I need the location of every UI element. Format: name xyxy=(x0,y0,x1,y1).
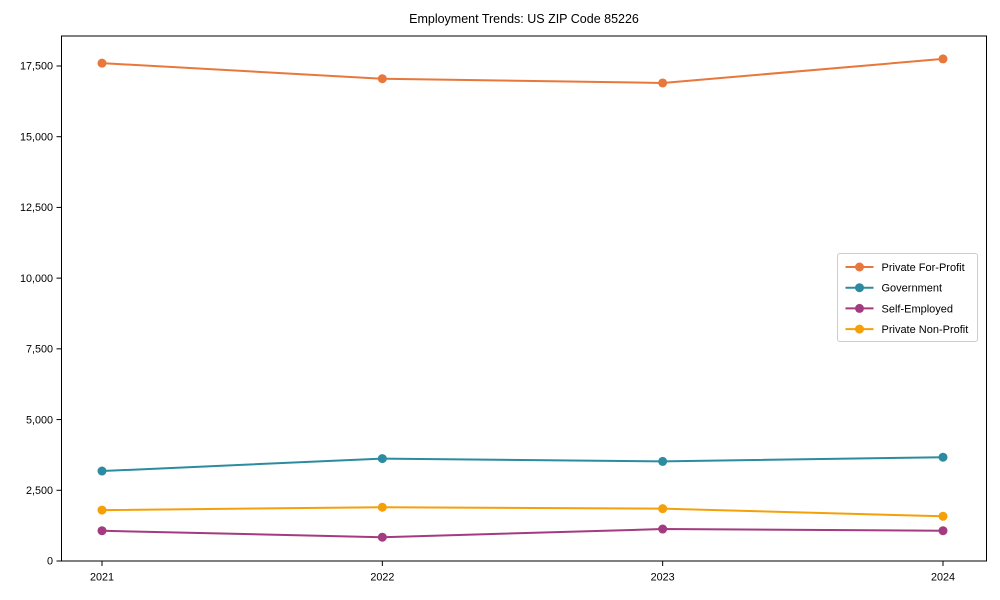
y-axis-tick-label: 15,000 xyxy=(20,131,53,143)
data-point-marker xyxy=(377,454,387,464)
legend-box xyxy=(837,253,978,342)
data-point-marker xyxy=(938,452,948,462)
data-point-marker xyxy=(97,58,107,68)
x-axis-tick-label: 2021 xyxy=(90,572,114,584)
x-axis-tick-label: 2023 xyxy=(651,572,675,584)
x-axis-tick-label: 2022 xyxy=(370,572,394,584)
legend-item: Private For-Profit xyxy=(845,262,965,274)
x-axis-tick-label: 2024 xyxy=(931,572,955,584)
legend: Private For-Profit Government Self-Employe… xyxy=(837,253,978,342)
legend-item: Self-Employed xyxy=(845,303,954,315)
y-axis-tick-label: 7,500 xyxy=(26,344,53,356)
data-point-marker xyxy=(658,78,668,88)
legend-label: Private For-Profit xyxy=(882,262,965,274)
series-line-0 xyxy=(101,57,944,84)
data-point-marker xyxy=(377,502,387,512)
y-axis-tick-label: 10,000 xyxy=(20,273,53,285)
chart-title: Employment Trends: US ZIP Code 85226 xyxy=(409,12,639,26)
legend-marker-icon xyxy=(855,262,864,272)
plot-frame xyxy=(61,35,987,562)
y-axis-tick-label: 0 xyxy=(47,556,53,568)
series-line-1 xyxy=(101,456,944,473)
legend-marker-icon xyxy=(855,283,864,293)
legend-label: Private Non-Profit xyxy=(882,324,969,336)
data-point-marker xyxy=(97,505,107,515)
legend-marker-icon xyxy=(855,303,864,313)
legend-label: Government xyxy=(882,283,943,295)
legend-marker-icon xyxy=(855,324,864,334)
series-line-2 xyxy=(101,528,944,539)
data-point-marker xyxy=(938,54,948,64)
data-point-marker xyxy=(658,456,668,466)
y-axis-tick-label: 2,500 xyxy=(26,485,53,497)
y-axis-tick-label: 5,000 xyxy=(26,414,53,426)
y-axis-tick-label: 12,500 xyxy=(20,202,53,214)
legend-label: Self-Employed xyxy=(882,303,954,315)
data-point-marker xyxy=(377,532,387,542)
data-point-marker xyxy=(938,511,948,521)
data-point-marker xyxy=(658,524,668,534)
series-line-3 xyxy=(101,506,944,518)
y-axis-tick-label: 17,500 xyxy=(20,61,53,73)
data-point-marker xyxy=(97,466,107,476)
data-point-marker xyxy=(938,526,948,536)
legend-item: Private Non-Profit xyxy=(845,324,969,336)
data-point-marker xyxy=(658,504,668,514)
data-point-marker xyxy=(97,526,107,536)
data-point-marker xyxy=(377,74,387,84)
legend-item: Government xyxy=(845,283,943,295)
